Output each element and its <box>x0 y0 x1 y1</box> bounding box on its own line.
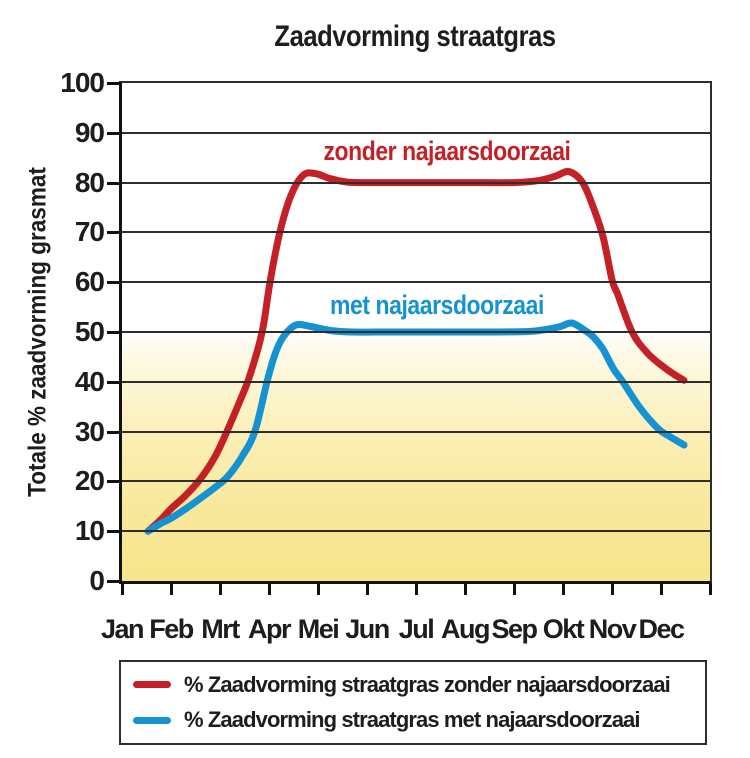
y-tick-mark-90 <box>107 131 119 135</box>
gridline-y-50 <box>122 331 710 333</box>
gridline-y-90 <box>122 131 710 134</box>
gridline-y-60 <box>122 281 710 284</box>
y-tick-label-70: 70 <box>74 216 105 248</box>
x-tick-mark-4 <box>316 584 320 595</box>
x-tick-mark-12 <box>708 584 712 595</box>
gridline-y-20 <box>122 480 710 483</box>
gridline-y-80 <box>122 181 710 184</box>
y-tick-mark-100 <box>107 82 119 85</box>
x-tick-mark-10 <box>610 584 614 595</box>
y-tick-mark-10 <box>107 530 119 534</box>
y-tick-label-50: 50 <box>74 316 105 347</box>
y-tick-label-60: 60 <box>74 266 105 298</box>
legend-box: % Zaadvorming straatgras zonder najaarsd… <box>119 660 707 745</box>
y-tick-label-100: 100 <box>60 67 105 98</box>
chart-title: Zaadvorming straatgras <box>274 20 556 53</box>
x-tick-mark-6 <box>414 584 418 595</box>
x-tick-mark-3 <box>267 584 271 595</box>
y-tick-mark-20 <box>107 480 119 484</box>
y-tick-label-80: 80 <box>74 166 105 198</box>
x-tick-mark-8 <box>512 584 516 595</box>
x-tick-label-dec: Dec <box>638 614 685 644</box>
x-tick-mark-0 <box>120 584 124 595</box>
gridline-y-40 <box>122 380 710 383</box>
x-tick-label-apr: Apr <box>248 614 292 644</box>
y-tick-mark-50 <box>107 331 119 334</box>
series-annotation-zonder: zonder najaarsdoorzaai <box>323 136 571 166</box>
x-tick-mark-11 <box>659 584 663 595</box>
legend-row-met: % Zaadvorming straatgras met najaarsdoor… <box>133 707 705 733</box>
x-tick-mark-1 <box>169 584 173 595</box>
y-tick-mark-40 <box>107 380 119 384</box>
legend-swatch-blue-line <box>133 716 171 724</box>
x-tick-mark-2 <box>218 584 222 595</box>
y-tick-label-30: 30 <box>74 415 105 447</box>
y-tick-label-40: 40 <box>74 365 105 397</box>
x-tick-label-feb: Feb <box>149 614 194 644</box>
x-tick-mark-5 <box>365 584 369 595</box>
legend-label-met: % Zaadvorming straatgras met najaarsdoor… <box>184 707 640 733</box>
y-tick-label-20: 20 <box>74 465 105 497</box>
y-tick-mark-30 <box>107 430 119 434</box>
y-tick-label-10: 10 <box>74 515 105 547</box>
gridline-y-70 <box>122 231 710 234</box>
x-tick-label-mei: Mei <box>297 614 340 644</box>
x-tick-mark-9 <box>561 584 565 595</box>
y-tick-label-0: 0 <box>89 565 105 596</box>
x-tick-label-jan: Jan <box>100 614 145 644</box>
x-tick-label-okt: Okt <box>542 614 585 644</box>
x-tick-label-sep: Sep <box>491 614 538 644</box>
legend-label-zonder: % Zaadvorming straatgras zonder najaarsd… <box>184 671 671 697</box>
x-tick-label-jul: Jul <box>398 614 435 644</box>
x-tick-label-aug: Aug <box>441 614 490 644</box>
gridline-y-10 <box>122 530 710 533</box>
y-tick-mark-60 <box>107 281 119 285</box>
x-tick-label-mrt: Mrt <box>201 614 240 644</box>
plot-area <box>119 81 712 584</box>
y-tick-mark-80 <box>107 181 119 185</box>
series-annotation-met: met najaarsdoorzaai <box>330 290 544 320</box>
legend-swatch-red-line <box>133 681 171 689</box>
x-tick-label-nov: Nov <box>588 614 637 644</box>
y-tick-mark-70 <box>107 231 119 235</box>
y-tick-label-90: 90 <box>74 116 105 148</box>
x-tick-label-jun: Jun <box>345 614 390 644</box>
gridline-y-30 <box>122 430 710 433</box>
legend-row-zonder: % Zaadvorming straatgras zonder najaarsd… <box>133 672 705 698</box>
x-tick-mark-7 <box>463 584 467 595</box>
y-tick-mark-0 <box>107 580 119 583</box>
